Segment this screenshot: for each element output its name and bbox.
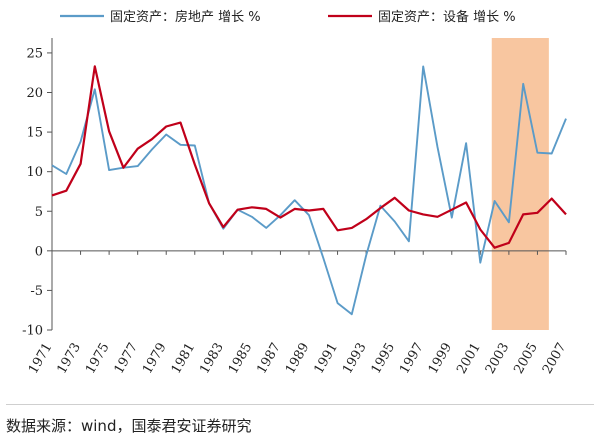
x-tick-label: 2007 [540, 341, 570, 377]
y-tick-label: 20 [26, 86, 43, 101]
y-tick-label: 25 [26, 46, 43, 61]
y-tick-label: 10 [26, 165, 43, 180]
x-tick-label: 2005 [511, 341, 541, 377]
x-tick-label: 1973 [54, 341, 84, 377]
x-tick-label: 1993 [340, 341, 370, 377]
x-tick-label: 1999 [426, 341, 456, 377]
legend: 固定资产：房地产 增长 % 固定资产：设备 增长 % [60, 9, 516, 25]
x-tick-label: 1971 [26, 341, 56, 377]
y-axis: -10 -5 0 5 10 15 20 25 [22, 38, 53, 339]
x-tick-label: 1985 [226, 341, 256, 377]
highlight-band [491, 38, 549, 330]
source-note: 数据来源：wind，国泰君安证券研究 [6, 404, 594, 436]
x-tick-label: 1981 [169, 341, 199, 377]
x-tick-label: 2001 [454, 341, 484, 377]
chart: 固定资产：房地产 增长 % 固定资产：设备 增长 % -10 -5 0 5 10 15 20… [22, 9, 570, 377]
x-tick-label: 1987 [254, 341, 284, 377]
x-tick-label: 1991 [311, 341, 341, 377]
x-tick-label: 1979 [140, 341, 170, 377]
x-tick-label: 1975 [83, 341, 113, 377]
y-tick-label: 15 [26, 126, 43, 141]
y-tick-label: -10 [22, 324, 43, 339]
series-line-equipment [51, 65, 567, 249]
series-line-real-estate [51, 65, 567, 316]
legend-label-real-estate: 固定资产：房地产 增长 % [110, 9, 261, 25]
x-tick-label: 2003 [483, 341, 513, 377]
legend-label-equipment: 固定资产：设备 增长 % [378, 9, 516, 25]
y-tick-label: 0 [35, 244, 43, 259]
y-tick-label: -5 [30, 284, 43, 299]
plot-area [51, 65, 567, 316]
x-tick-label: 1983 [197, 341, 227, 377]
x-tick-label: 1997 [397, 341, 427, 377]
x-tick-label: 1977 [112, 341, 142, 377]
y-tick-label: 5 [35, 205, 43, 220]
x-tick-label: 1989 [283, 341, 313, 377]
x-tick-label: 1995 [369, 341, 399, 377]
x-axis: 1971 1973 1975 1977 1979 1981 1983 1985 1987 1989… [26, 250, 570, 377]
